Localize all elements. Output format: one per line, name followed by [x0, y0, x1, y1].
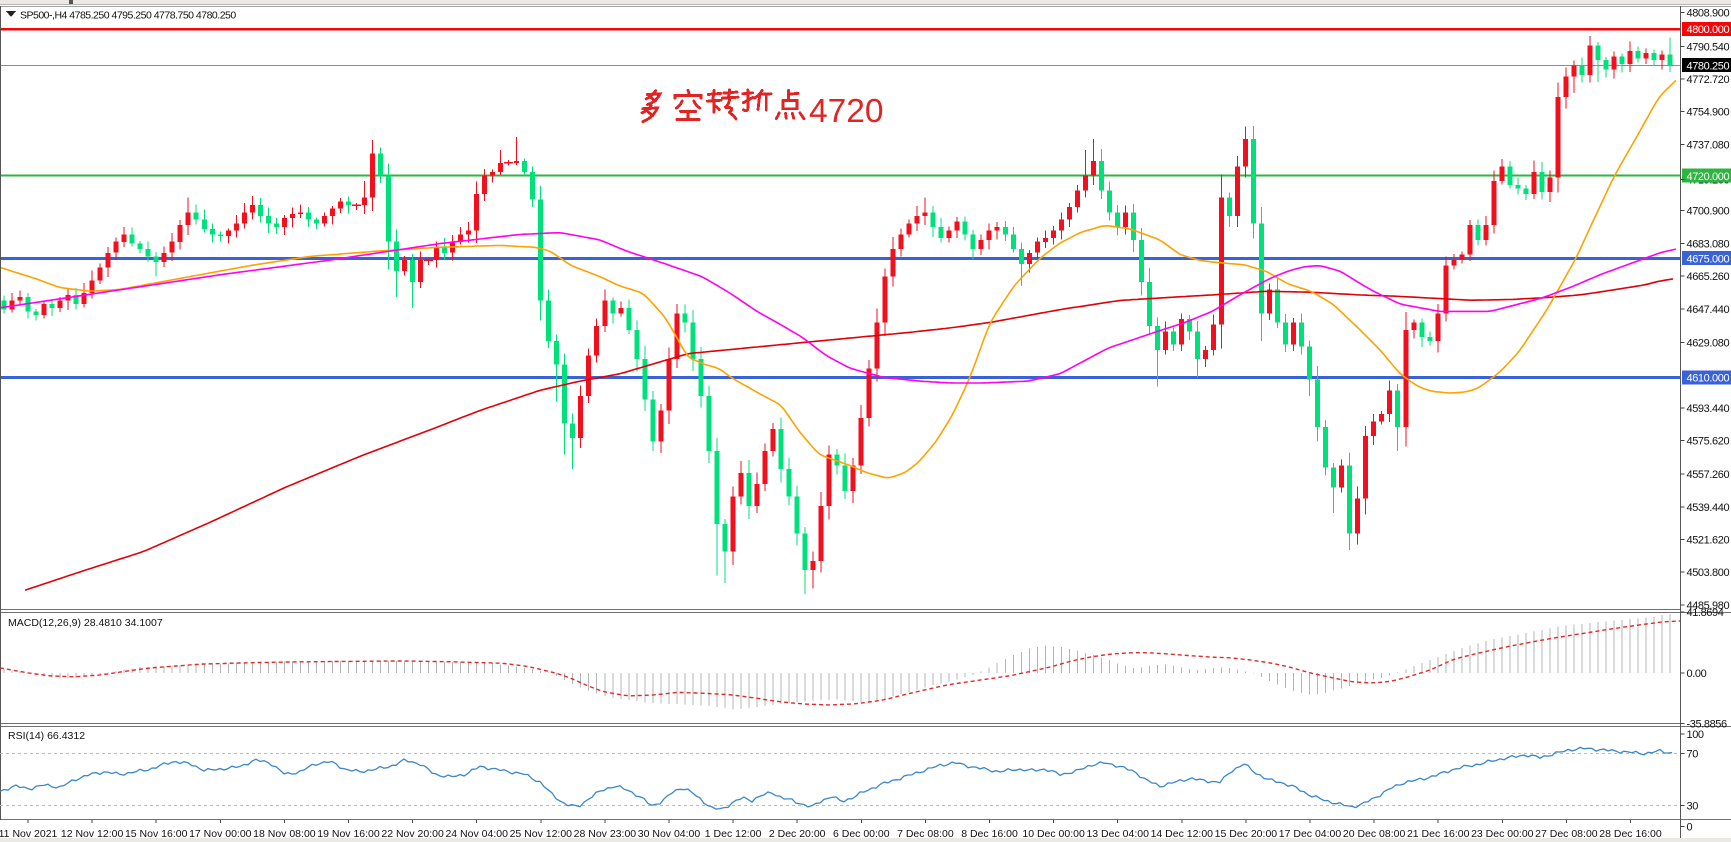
svg-text:4720: 4720: [809, 93, 884, 130]
svg-text:4790.540: 4790.540: [1687, 41, 1730, 53]
svg-text:30 Nov 04:00: 30 Nov 04:00: [638, 828, 701, 840]
svg-text:4754.900: 4754.900: [1687, 107, 1730, 119]
svg-text:7 Dec 08:00: 7 Dec 08:00: [897, 828, 954, 840]
svg-text:4539.440: 4539.440: [1687, 502, 1730, 514]
svg-text:70: 70: [1687, 749, 1699, 761]
svg-text:23 Dec 00:00: 23 Dec 00:00: [1471, 828, 1534, 840]
svg-text:15 Nov 16:00: 15 Nov 16:00: [125, 828, 188, 840]
svg-text:17 Nov 00:00: 17 Nov 00:00: [189, 828, 252, 840]
svg-text:4557.260: 4557.260: [1687, 469, 1730, 481]
svg-text:4575.620: 4575.620: [1687, 436, 1730, 448]
svg-text:4683.080: 4683.080: [1687, 238, 1730, 250]
svg-text:11 Nov 2021: 11 Nov 2021: [0, 828, 58, 840]
svg-text:100: 100: [1687, 729, 1704, 741]
svg-text:27 Dec 08:00: 27 Dec 08:00: [1535, 828, 1598, 840]
svg-text:0: 0: [1687, 821, 1693, 833]
svg-text:24 Nov 04:00: 24 Nov 04:00: [445, 828, 508, 840]
svg-text:30: 30: [1687, 801, 1699, 813]
svg-text:13 Dec 04:00: 13 Dec 04:00: [1086, 828, 1149, 840]
svg-text:4521.620: 4521.620: [1687, 535, 1730, 547]
svg-text:-35.8856: -35.8856: [1687, 719, 1728, 731]
svg-text:4700.900: 4700.900: [1687, 206, 1730, 218]
svg-text:4808.900: 4808.900: [1687, 8, 1730, 20]
svg-text:4665.260: 4665.260: [1687, 271, 1730, 283]
svg-text:20 Dec 08:00: 20 Dec 08:00: [1343, 828, 1406, 840]
svg-text:21 Dec 16:00: 21 Dec 16:00: [1407, 828, 1470, 840]
svg-text:4647.440: 4647.440: [1687, 304, 1730, 316]
svg-text:2 Dec 20:00: 2 Dec 20:00: [769, 828, 826, 840]
svg-text:4720.000: 4720.000: [1687, 171, 1730, 183]
svg-text:28 Nov 23:00: 28 Nov 23:00: [574, 828, 637, 840]
svg-text:14 Dec 12:00: 14 Dec 12:00: [1151, 828, 1214, 840]
svg-text:RSI(14) 66.4312: RSI(14) 66.4312: [8, 730, 85, 742]
svg-text:22 Nov 20:00: 22 Nov 20:00: [381, 828, 444, 840]
svg-text:MACD(12,26,9) 28.4810 34.1007: MACD(12,26,9) 28.4810 34.1007: [8, 617, 163, 629]
svg-text:17 Dec 04:00: 17 Dec 04:00: [1279, 828, 1342, 840]
svg-text:0.00: 0.00: [1687, 668, 1707, 680]
svg-text:10 Dec 00:00: 10 Dec 00:00: [1022, 828, 1085, 840]
svg-text:28 Dec 16:00: 28 Dec 16:00: [1599, 828, 1662, 840]
svg-text:25 Nov 12:00: 25 Nov 12:00: [510, 828, 573, 840]
svg-text:12 Nov 12:00: 12 Nov 12:00: [61, 828, 124, 840]
svg-text:8 Dec 16:00: 8 Dec 16:00: [961, 828, 1018, 840]
svg-text:4737.080: 4737.080: [1687, 139, 1730, 151]
svg-text:SP500-,H4 4785.250 4795.250 4: SP500-,H4 4785.250 4795.250 4778.750 478…: [20, 10, 236, 22]
svg-text:4800.000: 4800.000: [1687, 24, 1730, 36]
svg-text:19 Nov 16:00: 19 Nov 16:00: [317, 828, 380, 840]
svg-text:4772.720: 4772.720: [1687, 74, 1730, 86]
svg-text:1 Dec 12:00: 1 Dec 12:00: [705, 828, 762, 840]
svg-text:4485.980: 4485.980: [1687, 600, 1730, 612]
svg-text:4610.000: 4610.000: [1687, 373, 1730, 385]
svg-text:6 Dec 00:00: 6 Dec 00:00: [833, 828, 890, 840]
svg-text:4780.250: 4780.250: [1687, 60, 1730, 72]
svg-text:4593.440: 4593.440: [1687, 403, 1730, 415]
svg-text:4629.080: 4629.080: [1687, 338, 1730, 350]
svg-text:4503.800: 4503.800: [1687, 567, 1730, 579]
svg-text:15 Dec 20:00: 15 Dec 20:00: [1215, 828, 1278, 840]
svg-text:41.8694: 41.8694: [1687, 607, 1724, 619]
svg-text:18 Nov 08:00: 18 Nov 08:00: [253, 828, 316, 840]
svg-text:4675.000: 4675.000: [1687, 253, 1730, 265]
